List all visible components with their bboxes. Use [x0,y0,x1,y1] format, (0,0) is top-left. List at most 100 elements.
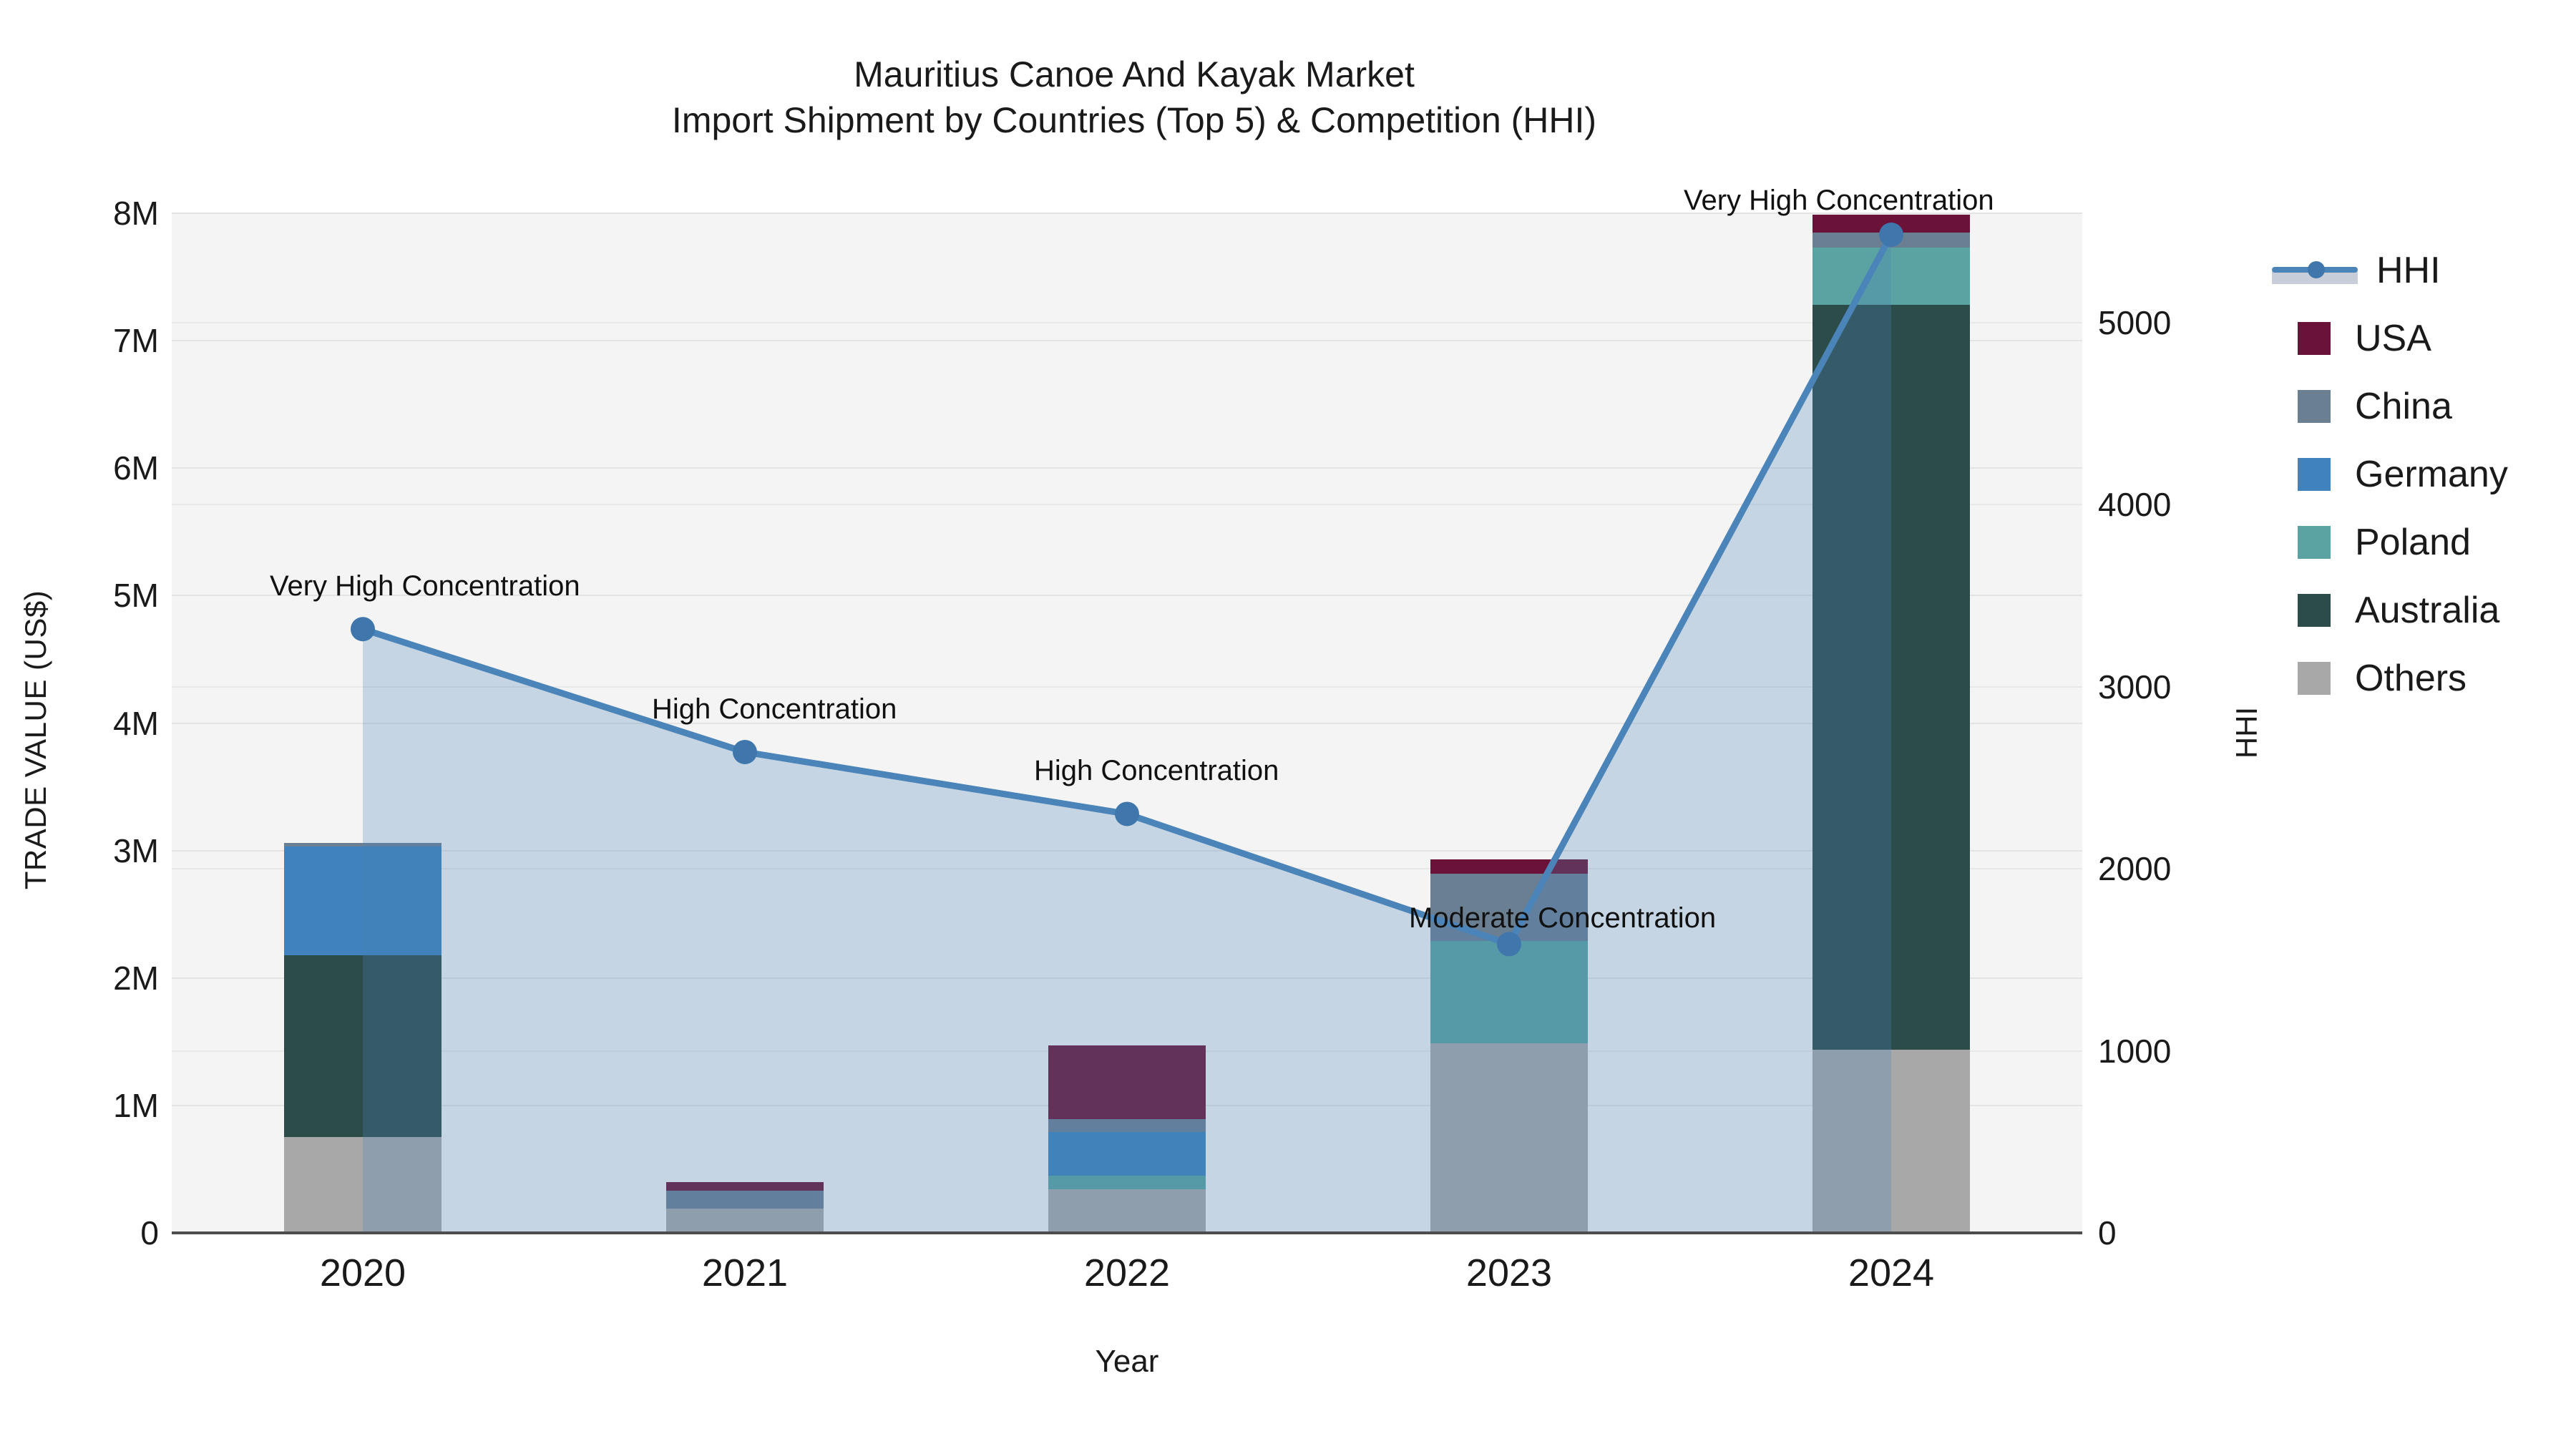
y-axis-left-tick-label: 0 [140,1214,159,1252]
hhi-data-point[interactable] [1879,223,1903,248]
legend-item-label: Australia [2355,589,2500,631]
x-axis-tick-label: 2022 [1083,1252,1171,1294]
x-axis-tick-label: 2023 [1465,1252,1553,1294]
y-axis-left-tick-label: 4M [113,704,159,742]
hhi-data-point[interactable] [1115,801,1139,826]
legend-item-china[interactable]: China [2272,372,2572,440]
gridline-left [172,595,2082,597]
legend-color-swatch [2298,661,2331,695]
hhi-annotation-label: High Concentration [652,693,897,725]
x-axis-tick-label: 2024 [1848,1252,1935,1294]
stacked-bar[interactable] [284,842,441,1233]
stacked-bar[interactable] [666,1181,824,1233]
legend-item-australia[interactable]: Australia [2272,576,2572,644]
hhi-annotation-label: High Concentration [1034,755,1279,787]
bar-segment-others[interactable] [1430,1043,1588,1233]
gridline-left [172,722,2082,724]
bar-segment-germany[interactable] [284,847,441,955]
bar-groups [172,213,2082,1233]
bar-segment-others[interactable] [1813,1049,1970,1233]
hhi-data-point[interactable] [733,739,757,764]
bar-segment-poland[interactable] [1813,248,1970,306]
hhi-data-point[interactable] [1497,932,1521,957]
legend-line-swatch [2272,254,2358,287]
bar-segment-australia[interactable] [1813,305,1970,1050]
y-axis-right-tick-label: 4000 [2098,486,2172,524]
y-axis-left-tick-label: 6M [113,449,159,487]
y-axis-right-tick-label: 0 [2098,1214,2117,1252]
chart-title-line-2: Import Shipment by Countries (Top 5) & C… [671,100,1597,140]
legend-item-others[interactable]: Others [2272,644,2572,712]
y-axis-left-tick-label: 7M [113,322,159,360]
bar-segment-others[interactable] [1048,1189,1206,1233]
bar-group[interactable] [554,213,936,1233]
y-axis-right-ticks: 0 1000 2000 3000 4000 5000 [2098,0,2313,1449]
bar-group[interactable] [936,213,1318,1233]
bar-group[interactable] [172,213,554,1233]
y-axis-right-tick-label: 1000 [2098,1032,2172,1070]
gridline-left [172,467,2082,469]
x-axis-tick-label: 2020 [319,1252,406,1294]
y-axis-left-tick-label: 3M [113,831,159,869]
y-axis-left-tick-label: 2M [113,959,159,997]
legend-color-swatch [2298,457,2331,491]
bar-segment-others[interactable] [284,1137,441,1233]
gridline-left [172,340,2082,342]
legend-color-swatch [2298,525,2331,559]
chart-title: Mauritius Canoe And Kayak Market Import … [0,52,2268,143]
y-axis-left-ticks: 0 1M 2M 3M 4M 5M 6M 7M 8M [0,0,159,1449]
legend-color-swatch [2298,593,2331,627]
bar-segment-poland[interactable] [1048,1175,1206,1190]
bar-segment-china[interactable] [1048,1119,1206,1133]
gridline-left [172,977,2082,979]
bar-segment-germany[interactable] [1048,1132,1206,1176]
x-axis-baseline [172,1231,2082,1234]
legend-item-label: Germany [2355,453,2508,495]
stacked-bar[interactable] [1813,214,1970,1233]
legend-item-poland[interactable]: Poland [2272,508,2572,576]
y-axis-left-label: TRADE VALUE (US$) [19,590,52,890]
legend-color-swatch [2298,389,2331,423]
plot-area: Very High Concentration High Concentratio… [172,185,2082,1234]
hhi-series-layer [172,213,2082,1233]
chart-title-line-1: Mauritius Canoe And Kayak Market [854,54,1415,94]
x-axis-label: Year [1095,1344,1159,1379]
y-axis-left-tick-label: 5M [113,577,159,615]
bar-group[interactable] [1700,213,2082,1233]
bar-segment-china[interactable] [1430,873,1588,942]
y-axis-right-label: HHI [2230,706,2263,759]
legend-item-label: USA [2355,317,2431,359]
legend: HHI USA China Germany Poland Australia Others [2272,236,2572,712]
hhi-data-point[interactable] [351,617,375,642]
bar-segment-poland[interactable] [1430,941,1588,1043]
legend-item-usa[interactable]: USA [2272,304,2572,372]
y-axis-left-tick-label: 8M [113,195,159,232]
bar-segment-china[interactable] [284,842,441,847]
gridline-right [172,686,2082,688]
stacked-bar[interactable] [1048,1045,1206,1233]
gridline-left [172,213,2082,214]
gridline-right [172,868,2082,870]
legend-item-label: Poland [2355,521,2471,563]
legend-item-hhi[interactable]: HHI [2272,236,2572,304]
bar-segment-usa[interactable] [666,1181,824,1191]
x-axis-tick-label: 2021 [701,1252,789,1294]
legend-item-label: China [2355,385,2452,427]
y-axis-right-tick-label: 2000 [2098,850,2172,888]
bar-segment-others[interactable] [666,1209,824,1233]
y-axis-left-tick-label: 1M [113,1086,159,1124]
hhi-line-svg [351,223,1903,1233]
bar-segment-china[interactable] [666,1191,824,1209]
bar-segment-usa[interactable] [1048,1045,1206,1120]
y-axis-right-tick-label: 5000 [2098,303,2172,341]
hhi-area-fill [363,235,1891,1233]
x-axis-ticks: 2020 2021 2022 2023 2024 [172,1251,2082,1301]
legend-item-germany[interactable]: Germany [2272,440,2572,508]
y-axis-right-tick-label: 3000 [2098,668,2172,706]
legend-item-label: HHI [2376,249,2441,291]
hhi-annotation-label: Moderate Concentration [1409,902,1717,935]
legend-item-label: Others [2355,657,2467,699]
bar-segment-australia[interactable] [284,955,441,1138]
gridline-left [172,849,2082,852]
gridline-right [172,321,2082,323]
